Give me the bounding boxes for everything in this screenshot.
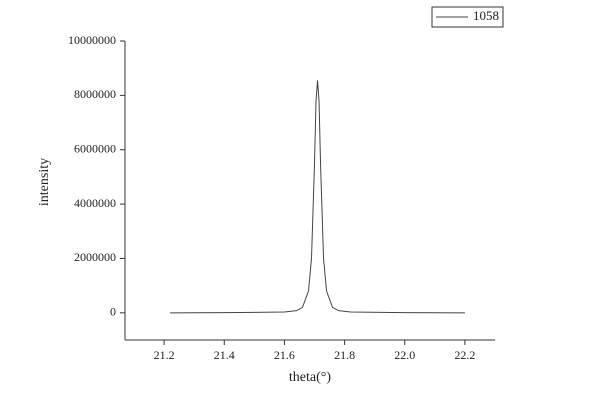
legend-label: 1058 (473, 8, 499, 23)
x-tick-label: 21.4 (214, 348, 235, 362)
x-tick-label: 21.8 (334, 348, 355, 362)
x-axis-label: theta(°) (289, 370, 331, 385)
y-tick-label: 8000000 (74, 87, 116, 101)
x-tick-label: 21.6 (274, 348, 295, 362)
x-tick-label: 21.2 (154, 348, 175, 362)
y-tick-label: 0 (110, 305, 116, 319)
y-axis-label: intensity (37, 158, 52, 206)
y-tick-label: 2000000 (74, 250, 116, 264)
y-tick-label: 4000000 (74, 196, 116, 210)
y-tick-label: 6000000 (74, 141, 116, 155)
x-tick-label: 22.0 (394, 348, 415, 362)
line (170, 80, 465, 314)
y-tick-label: 10000000 (68, 33, 116, 47)
x-tick-label: 22.2 (454, 348, 475, 362)
